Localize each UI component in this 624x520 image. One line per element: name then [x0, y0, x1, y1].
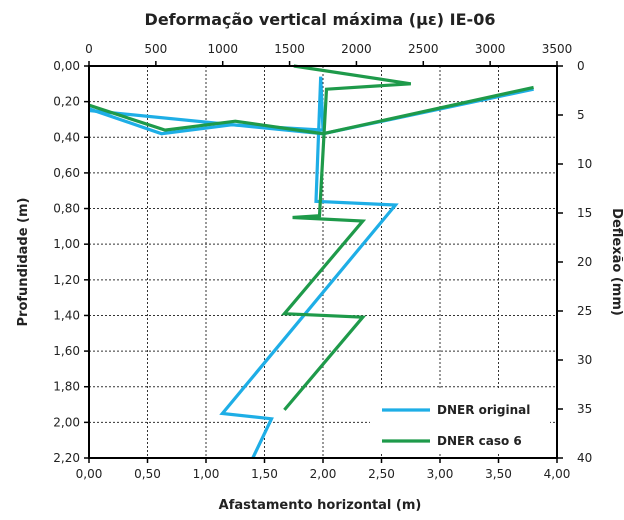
- y2-tick-label: 40: [577, 451, 592, 465]
- series-line-2: [281, 64, 412, 411]
- x-tick-label: 0,50: [134, 467, 161, 481]
- x-tick-label: 4,00: [544, 467, 571, 481]
- legend: DNER original DNER caso 6: [370, 390, 550, 454]
- x-tick-label: 3,50: [485, 467, 512, 481]
- x-tick-label: 3,00: [427, 467, 454, 481]
- y-tick-label: 1,20: [53, 273, 80, 287]
- x-tick-label: 2,00: [310, 467, 337, 481]
- x2-tick-label: 2500: [408, 42, 439, 56]
- y-tick-label: 1,80: [53, 380, 80, 394]
- y-tick-label: 2,20: [53, 451, 80, 465]
- y-tick-label: 1,00: [53, 237, 80, 251]
- series-line-1: [88, 76, 399, 459]
- y2-tick-label: 5: [577, 108, 585, 122]
- y-tick-label: 0,20: [53, 95, 80, 109]
- series-group: [88, 64, 534, 459]
- x2-tick-label: 500: [144, 42, 167, 56]
- y-tick-label: 0,60: [53, 166, 80, 180]
- legend-label: DNER original: [437, 403, 530, 417]
- y2-tick-label: 25: [577, 304, 592, 318]
- y-tick-label: 0,00: [53, 59, 80, 73]
- x-tick-label: 1,50: [251, 467, 278, 481]
- legend-label: DNER caso 6: [437, 434, 522, 448]
- y2-axis-title: Deflexão (mm): [609, 208, 624, 316]
- y2-tick-label: 35: [577, 402, 592, 416]
- x-axis-title: Afastamento horizontal (m): [219, 498, 422, 513]
- x2-tick-label: 1500: [274, 42, 305, 56]
- x2-tick-label: 1000: [207, 42, 238, 56]
- x2-tick-label: 3500: [542, 42, 573, 56]
- y-tick-label: 0,80: [53, 202, 80, 216]
- y2-tick-label: 20: [577, 255, 592, 269]
- y-axis-title: Profundidade (m): [16, 198, 31, 327]
- x2-tick-label: 2000: [341, 42, 372, 56]
- x2-tick-label: 3000: [475, 42, 506, 56]
- ticks: 0,00 0,50 1,00 1,50 2,00 2,50 3,00 3,50 4,00 0,00…: [53, 42, 592, 481]
- y2-tick-label: 0: [577, 59, 585, 73]
- y-tick-label: 1,40: [53, 308, 80, 322]
- x-tick-label: 1,00: [193, 467, 220, 481]
- x2-tick-label: 0: [85, 42, 93, 56]
- chart-title: Deformação vertical máxima (με) IE-06: [145, 10, 496, 29]
- legend-box: [370, 390, 550, 454]
- y2-tick-label: 15: [577, 206, 592, 220]
- y2-tick-label: 10: [577, 157, 592, 171]
- y-tick-label: 1,60: [53, 344, 80, 358]
- x-tick-label: 0,00: [76, 467, 103, 481]
- series-line-4: [88, 85, 534, 136]
- x-tick-label: 2,50: [368, 467, 395, 481]
- y2-tick-label: 30: [577, 353, 592, 367]
- y-tick-label: 2,00: [53, 415, 80, 429]
- y-tick-label: 0,40: [53, 130, 80, 144]
